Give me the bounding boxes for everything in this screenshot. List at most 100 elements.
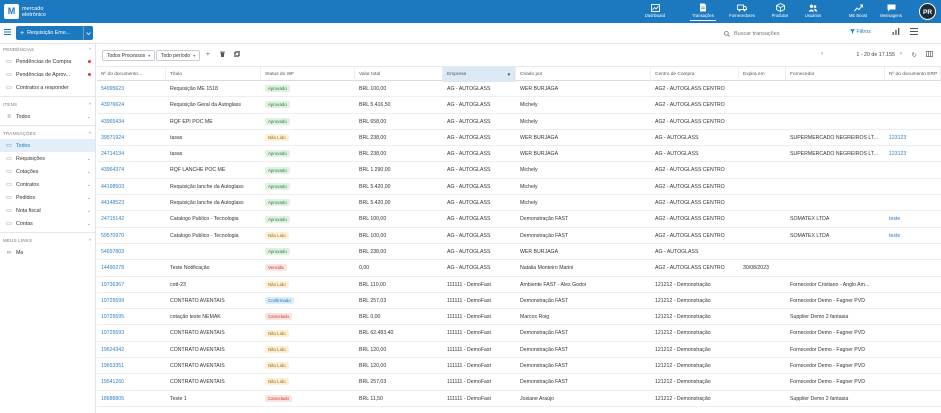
process-filter-dropdown[interactable]: Todos Processos ▾ bbox=[102, 50, 156, 61]
table-row[interactable]: 18688805 Teste 1 Cancelado BRL 11,50 111111 … bbox=[97, 391, 941, 407]
cell-doc-number[interactable]: 44198503 bbox=[101, 183, 125, 190]
filters-button[interactable]: Filtros bbox=[850, 29, 871, 35]
cell-erp-number[interactable] bbox=[885, 277, 941, 293]
sidebar-item-nota-fiscal[interactable]: ▭ Nota fiscal ⌄ bbox=[0, 204, 95, 217]
sidebar-item-transacoes-todos[interactable]: ▭ Todos bbox=[0, 139, 95, 152]
cell-doc-number[interactable]: 54697803 bbox=[101, 248, 125, 255]
cell-doc-number[interactable]: 44148523 bbox=[101, 200, 125, 207]
cell-doc-number[interactable]: 43965434 bbox=[101, 118, 125, 125]
section-pendencias[interactable]: PENDÊNCIAS ^ bbox=[0, 44, 95, 55]
column-header-created-by[interactable]: Criado por bbox=[516, 67, 651, 82]
cell-doc-number[interactable]: 19624342 bbox=[101, 346, 125, 353]
cell-erp-number[interactable] bbox=[885, 81, 941, 97]
cell-erp-number[interactable] bbox=[885, 260, 941, 276]
nav-usuarios[interactable]: Usuários bbox=[796, 3, 830, 18]
menu-icon[interactable] bbox=[4, 29, 11, 35]
cell-erp-number[interactable] bbox=[885, 244, 941, 260]
table-row[interactable]: 19729593 CONTRATO AVENTAIS Não Lido BRL 62.… bbox=[97, 325, 941, 342]
cell-doc-number[interactable]: 19729599 bbox=[101, 297, 125, 304]
table-row[interactable]: 43964374 RQF LANCHE POC ME Aprovado BRL 1.2… bbox=[97, 162, 941, 179]
table-row[interactable]: 19729599 CONTRATO AVENTAIS Confirmado BRL 2… bbox=[97, 293, 941, 310]
table-row[interactable]: 19729595 cotação teste NEMAK Cancelado BRL … bbox=[97, 309, 941, 326]
cell-erp-number[interactable] bbox=[885, 358, 941, 374]
table-row[interactable]: 19624342 CONTRATO AVENTAIS Não Lido BRL 120… bbox=[97, 342, 941, 359]
sidebar-item-cotacoes[interactable]: ▭ Cotações ⌄ bbox=[0, 165, 95, 178]
sidebar-item-pendencias-aprovacao[interactable]: ▭ Pendências de Aprov... bbox=[0, 68, 95, 81]
add-icon[interactable]: + bbox=[206, 51, 210, 58]
cell-doc-number[interactable]: 19736367 bbox=[101, 281, 125, 288]
period-filter-dropdown[interactable]: Todo período ▾ bbox=[156, 50, 201, 61]
column-header-doc-number[interactable]: Nº do documento... bbox=[97, 67, 166, 82]
cell-erp-number[interactable]: 123123 bbox=[889, 134, 907, 141]
column-header-erp-number[interactable]: Nº do documento ERP bbox=[885, 67, 941, 82]
table-row[interactable]: 54697803 Aprovado BRL 238,00 AG - AUTOGLASS… bbox=[97, 244, 941, 261]
cell-erp-number[interactable] bbox=[885, 293, 941, 309]
list-view-icon[interactable] bbox=[910, 28, 918, 35]
table-row[interactable]: 19736367 cott-23 Não Lido BRL 110,00 111111 … bbox=[97, 277, 941, 293]
section-meus-links[interactable]: MEUS LINKS ^ bbox=[0, 235, 95, 246]
sort-desc-icon[interactable]: ▼ bbox=[506, 72, 511, 77]
cell-erp-number[interactable] bbox=[885, 325, 941, 341]
cell-doc-number[interactable]: 19541260 bbox=[101, 379, 125, 386]
copy-icon[interactable] bbox=[234, 51, 240, 57]
column-header-status[interactable]: Status do WF bbox=[261, 67, 355, 82]
table-row[interactable]: 43976624 Requisição Geral da Autoglass Apr… bbox=[97, 97, 941, 114]
cell-erp-number[interactable] bbox=[885, 195, 941, 211]
sidebar-item-me[interactable]: ∞ Me bbox=[0, 246, 95, 259]
logo[interactable]: M bbox=[4, 4, 19, 19]
sidebar-item-requisicoes[interactable]: ▭ Requisições ⌄ bbox=[0, 152, 95, 165]
nav-me-boost[interactable]: ME Boost bbox=[841, 3, 875, 18]
cell-doc-number[interactable]: 54995623 bbox=[101, 86, 125, 92]
sidebar-item-itens-todos[interactable]: ≡ Todos ⌄ bbox=[0, 110, 95, 123]
sidebar-item-pendencias-compra[interactable]: ▭ Pendências de Compra bbox=[0, 55, 95, 68]
table-row[interactable]: 19653351 CONTRATO AVENTAIS Não Lido BRL 120… bbox=[97, 358, 941, 375]
cell-doc-number[interactable]: 59570970 bbox=[101, 232, 125, 239]
table-row[interactable]: 39571924 tasas Não Lido BRL 238,00 AG - AUTO… bbox=[97, 130, 941, 147]
next-page-icon[interactable]: › bbox=[900, 51, 902, 57]
cell-doc-number[interactable]: 18688805 bbox=[101, 395, 125, 402]
table-row[interactable]: 19541260 CONTRATO AVENTAIS Não Lido BRL 257… bbox=[97, 374, 941, 391]
sidebar-item-pedidos[interactable]: ▭ Pedidos ⌄ bbox=[0, 191, 95, 204]
section-transacoes[interactable]: TRANSAÇÕES ^ bbox=[0, 128, 95, 139]
nav-mensagens[interactable]: Mensagens bbox=[874, 3, 908, 18]
cell-erp-number[interactable] bbox=[885, 391, 941, 407]
cell-erp-number[interactable]: teste bbox=[889, 216, 901, 223]
sidebar-item-contratos[interactable]: ▭ Contratos ⌄ bbox=[0, 178, 95, 191]
nav-transacoes[interactable]: Transações bbox=[686, 3, 720, 21]
table-row[interactable]: 44148523 Requisição lanche da Autoglass Ap… bbox=[97, 195, 941, 212]
previous-page-icon[interactable]: ‹ bbox=[821, 51, 823, 57]
cell-doc-number[interactable]: 19729593 bbox=[101, 330, 125, 337]
cell-doc-number[interactable]: 43964374 bbox=[101, 167, 125, 174]
nav-produtos[interactable]: Produtos bbox=[763, 3, 797, 18]
cell-erp-number[interactable] bbox=[885, 374, 941, 390]
trash-icon[interactable] bbox=[220, 51, 225, 57]
cell-erp-number[interactable] bbox=[885, 114, 941, 130]
new-requisition-button[interactable]: + Requisição Eme... bbox=[16, 26, 93, 40]
chevron-down-icon[interactable] bbox=[83, 26, 93, 40]
sidebar-item-contratos-responder[interactable]: ▭ Contratos a responder bbox=[0, 81, 95, 94]
column-header-title[interactable]: Título bbox=[166, 67, 261, 82]
cell-doc-number[interactable]: 39571924 bbox=[101, 134, 125, 141]
column-header-purchase-center[interactable]: Centro de Compra bbox=[651, 67, 739, 82]
cell-doc-number[interactable]: 14490278 bbox=[101, 265, 125, 272]
cell-erp-number[interactable]: teste bbox=[889, 232, 901, 239]
table-row[interactable]: 59570970 Catalogo Publico - Tecnologia Não… bbox=[97, 228, 941, 244]
cell-erp-number[interactable] bbox=[885, 97, 941, 113]
cell-doc-number[interactable]: 24715142 bbox=[101, 216, 125, 223]
cell-doc-number[interactable]: 19729595 bbox=[101, 314, 125, 321]
cell-erp-number[interactable] bbox=[885, 179, 941, 195]
table-row[interactable]: 24714134 tasas Aprovado BRL 238,00 AG - AUTO… bbox=[97, 146, 941, 163]
cell-doc-number[interactable]: 24714134 bbox=[101, 151, 125, 158]
cell-erp-number[interactable] bbox=[885, 309, 941, 325]
column-header-expires[interactable]: Expira em bbox=[739, 67, 786, 82]
table-row[interactable]: 44198503 Requisição lanche da Autoglass Ap… bbox=[97, 179, 941, 196]
avatar[interactable]: PR bbox=[919, 3, 936, 20]
nav-fornecedores[interactable]: Fornecedores bbox=[725, 3, 759, 18]
columns-icon[interactable] bbox=[926, 51, 933, 57]
cell-erp-number[interactable]: 123123 bbox=[889, 151, 907, 158]
column-header-supplier[interactable]: Fornecedor bbox=[786, 67, 885, 82]
section-itens[interactable]: ITENS ^ bbox=[0, 99, 95, 110]
column-header-company[interactable]: Empresa ▼ bbox=[443, 67, 516, 82]
sidebar-item-contas[interactable]: ▭ Contas ⌄ bbox=[0, 217, 95, 230]
nav-dashboard[interactable]: Dashboard bbox=[638, 3, 672, 18]
